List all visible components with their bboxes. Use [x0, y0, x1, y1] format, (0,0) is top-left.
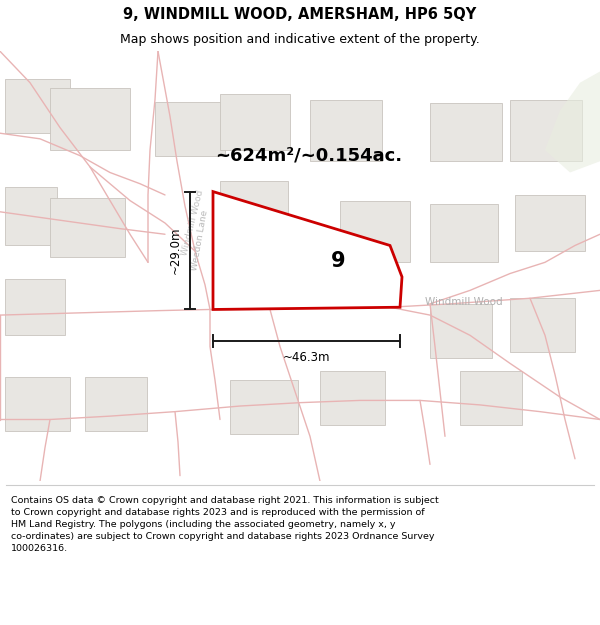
- Text: 9: 9: [331, 251, 346, 271]
- Bar: [510, 99, 582, 161]
- Text: Weedon Lane: Weedon Lane: [190, 209, 210, 271]
- Bar: [510, 298, 575, 352]
- Bar: [155, 102, 225, 156]
- Text: Contains OS data © Crown copyright and database right 2021. This information is : Contains OS data © Crown copyright and d…: [11, 496, 439, 553]
- Bar: [5, 279, 65, 335]
- Bar: [5, 377, 70, 431]
- Bar: [5, 79, 70, 133]
- Text: ~624m²/~0.154ac.: ~624m²/~0.154ac.: [215, 147, 402, 164]
- Bar: [230, 380, 298, 434]
- Bar: [340, 201, 410, 262]
- Polygon shape: [545, 71, 600, 172]
- Bar: [85, 377, 147, 431]
- Bar: [220, 181, 288, 240]
- Bar: [50, 88, 130, 150]
- Text: ~46.3m: ~46.3m: [283, 351, 330, 364]
- Bar: [50, 198, 125, 257]
- Bar: [460, 371, 522, 425]
- Polygon shape: [213, 192, 402, 309]
- Text: 9, WINDMILL WOOD, AMERSHAM, HP6 5QY: 9, WINDMILL WOOD, AMERSHAM, HP6 5QY: [124, 7, 476, 22]
- Bar: [320, 371, 385, 425]
- Bar: [220, 94, 290, 150]
- Bar: [430, 103, 502, 161]
- Bar: [515, 195, 585, 251]
- Text: Map shows position and indicative extent of the property.: Map shows position and indicative extent…: [120, 34, 480, 46]
- Bar: [5, 187, 57, 246]
- Text: Windmill Wood: Windmill Wood: [181, 189, 206, 257]
- Bar: [310, 99, 382, 161]
- Bar: [430, 304, 492, 358]
- Text: ~29.0m: ~29.0m: [169, 227, 182, 274]
- Text: Windmill Wood: Windmill Wood: [425, 297, 503, 307]
- Bar: [430, 204, 498, 262]
